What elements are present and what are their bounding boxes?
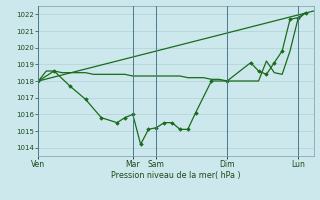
X-axis label: Pression niveau de la mer( hPa ): Pression niveau de la mer( hPa ) <box>111 171 241 180</box>
